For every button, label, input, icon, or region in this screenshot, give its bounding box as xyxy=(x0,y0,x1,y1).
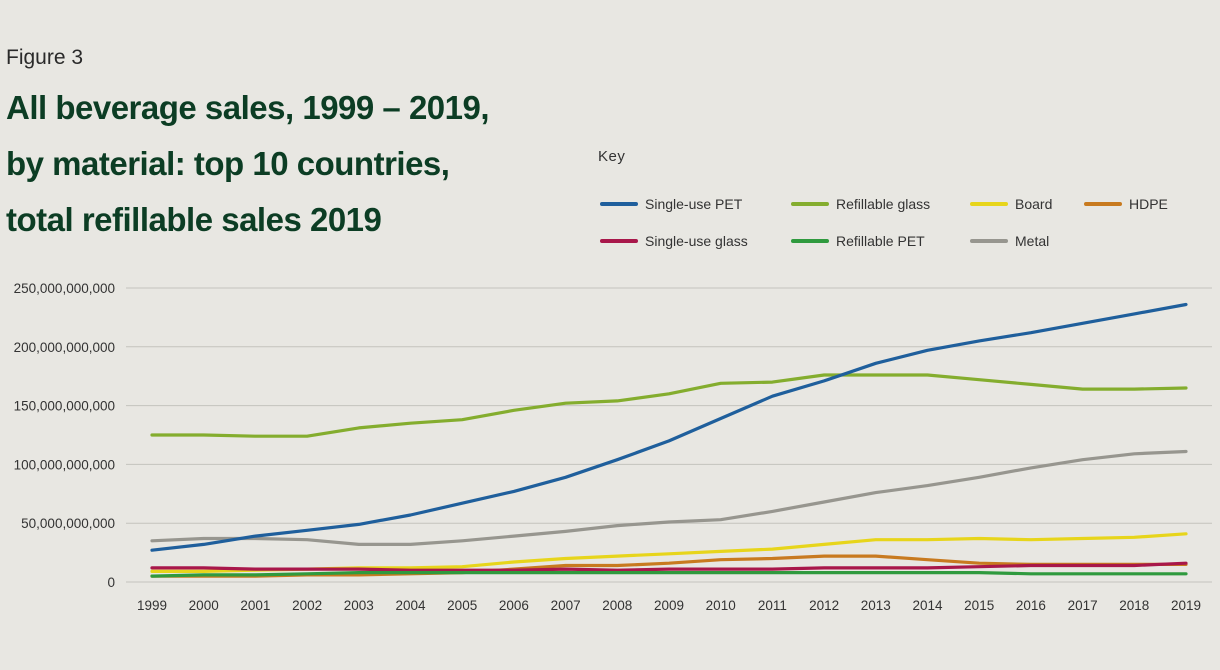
title-line-3: total refillable sales 2019 xyxy=(6,201,382,238)
y-tick-label: 200,000,000,000 xyxy=(14,340,115,355)
y-tick-label: 150,000,000,000 xyxy=(14,399,115,414)
x-tick-label: 2010 xyxy=(706,598,736,613)
legend-item: Single-use glass xyxy=(600,233,748,249)
figure-label: Figure 3 xyxy=(6,46,84,69)
x-tick-label: 2019 xyxy=(1171,598,1201,613)
series-line-metal xyxy=(150,449,1188,547)
x-tick-label: 2016 xyxy=(1016,598,1046,613)
legend-label: HDPE xyxy=(1129,196,1168,212)
legend-item: Single-use PET xyxy=(600,196,742,212)
legend-swatch xyxy=(600,202,638,206)
legend-label: Metal xyxy=(1015,233,1050,249)
legend-item: Metal xyxy=(970,233,1049,249)
legend-label: Board xyxy=(1015,196,1053,212)
x-tick-label: 2015 xyxy=(964,598,994,613)
x-tick-label: 2013 xyxy=(861,598,891,613)
legend-item: HDPE xyxy=(1084,196,1168,212)
legend-item: Refillable PET xyxy=(791,233,925,249)
chart-title: All beverage sales, 1999 – 2019, by mate… xyxy=(6,80,526,248)
series-line-refillable-glass xyxy=(150,373,1188,438)
series-lines xyxy=(150,302,1188,578)
legend-swatch xyxy=(970,202,1008,206)
y-tick-label: 50,000,000,000 xyxy=(21,516,115,531)
x-tick-label: 2006 xyxy=(499,598,529,613)
legend-swatch xyxy=(600,239,638,243)
title-line-2: by material: top 10 countries, xyxy=(6,145,450,182)
legend-swatch xyxy=(970,239,1008,243)
legend-swatch xyxy=(1084,202,1122,206)
x-tick-label: 2018 xyxy=(1119,598,1149,613)
y-tick-label: 0 xyxy=(107,575,115,590)
x-tick-label: 2000 xyxy=(189,598,219,613)
y-axis-ticks: 0 50,000,000,000 100,000,000,000 150,000,00… xyxy=(14,281,115,590)
y-tick-label: 250,000,000,000 xyxy=(14,281,115,296)
series-line-refillable-pet xyxy=(150,570,1188,578)
x-tick-label: 2002 xyxy=(292,598,322,613)
legend-item: Board xyxy=(970,196,1052,212)
legend-item: Refillable glass xyxy=(791,196,930,212)
legend-swatch xyxy=(791,202,829,206)
legend-swatch xyxy=(791,239,829,243)
x-axis-ticks: 1999 2000 2001 2002 2003 2004 2005 2006 2007 2008… xyxy=(137,598,1201,613)
legend-label: Single-use PET xyxy=(645,196,743,212)
legend-label: Refillable PET xyxy=(836,233,925,249)
x-tick-label: 2008 xyxy=(602,598,632,613)
grid-lines xyxy=(126,287,1212,583)
x-tick-label: 2004 xyxy=(395,598,426,613)
legend-label: Refillable glass xyxy=(836,196,931,212)
x-tick-label: 2001 xyxy=(240,598,270,613)
x-tick-label: 2009 xyxy=(654,598,684,613)
x-tick-label: 2003 xyxy=(344,598,374,613)
title-line-1: All beverage sales, 1999 – 2019, xyxy=(6,89,490,126)
legend-title: Key xyxy=(598,148,626,165)
legend-label: Single-use glass xyxy=(645,233,748,249)
x-tick-label: 2017 xyxy=(1068,598,1098,613)
series-line-single-use-pet xyxy=(150,302,1188,552)
y-tick-label: 100,000,000,000 xyxy=(14,457,115,472)
x-tick-label: 2011 xyxy=(758,598,787,613)
x-tick-label: 2014 xyxy=(912,598,943,613)
x-tick-label: 2005 xyxy=(447,598,477,613)
x-tick-label: 2007 xyxy=(551,598,581,613)
x-tick-label: 1999 xyxy=(137,598,167,613)
x-tick-label: 2012 xyxy=(809,598,839,613)
series-line-single-use-glass xyxy=(150,561,1188,572)
